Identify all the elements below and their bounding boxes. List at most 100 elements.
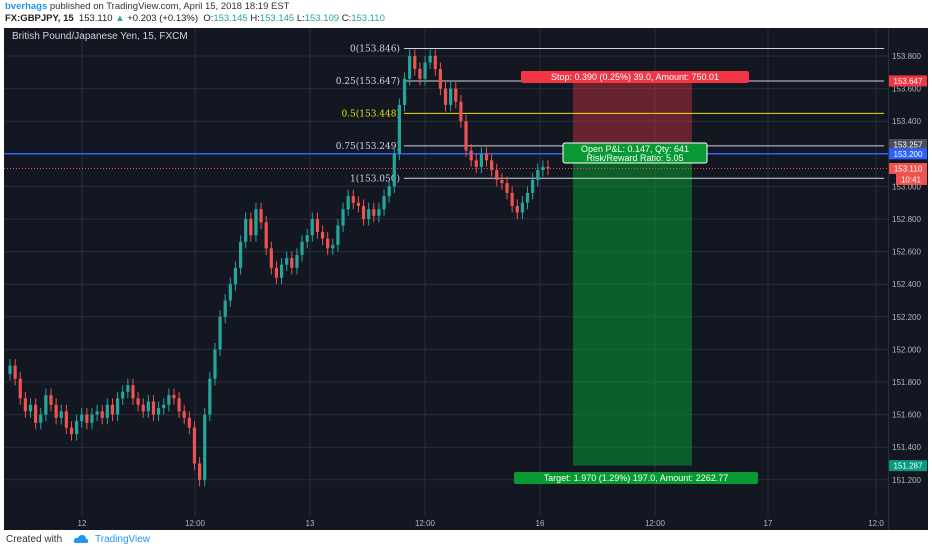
close-label: C:	[341, 13, 352, 24]
candle-body	[136, 398, 140, 405]
publish-line: bverhags published on TradingView.com, A…	[5, 1, 289, 12]
candle-body	[464, 121, 468, 151]
price-badge: 153.257	[894, 141, 923, 150]
footer: Created with TradingView	[0, 530, 932, 550]
candle-body	[433, 56, 437, 70]
candle-body	[459, 101, 463, 122]
candle-body	[505, 183, 509, 193]
candle-body	[428, 56, 432, 63]
candle-body	[392, 153, 396, 187]
candle-body	[28, 404, 33, 412]
candle-body	[208, 378, 212, 415]
x-tick-label: 12:00	[185, 519, 206, 528]
candle-body	[479, 153, 483, 167]
candle-body	[285, 258, 289, 265]
candle-body	[116, 398, 120, 415]
change: +0.203 (+0.13%)	[127, 13, 199, 24]
x-tick-label: 17	[764, 519, 773, 528]
candle-body	[110, 404, 115, 415]
low-value: 153.109	[304, 13, 340, 24]
chart-title: British Pound/Japanese Yen, 15, FXCM	[12, 31, 188, 42]
price-badge-bg	[889, 162, 927, 174]
y-tick-label: 152.200	[892, 313, 921, 322]
ohlc-line: FX:GBPJPY, 15 153.110 ▲ +0.203 (+0.13%) …	[5, 13, 385, 24]
tradingview-logo-icon	[73, 535, 89, 543]
candle-body	[59, 411, 63, 418]
candle-body	[331, 245, 335, 249]
candle-body	[438, 69, 442, 89]
candle-body	[336, 225, 340, 246]
up-arrow-icon: ▲	[115, 13, 125, 24]
author-link[interactable]: bverhags	[5, 1, 48, 12]
created-with: Created with	[6, 534, 63, 545]
header: bverhags published on TradingView.com, A…	[0, 0, 932, 26]
candle-body	[351, 196, 355, 203]
high-value: 153.145	[259, 13, 295, 24]
candle-body	[300, 241, 304, 255]
candle-body	[23, 398, 27, 412]
candle-body	[100, 411, 104, 418]
candle-body	[326, 238, 330, 249]
price-axis[interactable]	[888, 28, 928, 530]
candle-body	[121, 391, 125, 399]
x-tick-label: 12:00	[415, 519, 436, 528]
candle-body	[192, 427, 197, 464]
candle-body	[490, 160, 494, 171]
candle-body	[418, 69, 422, 79]
open-label: O:	[203, 13, 214, 24]
candle-body	[75, 421, 79, 435]
y-tick-label: 153.600	[892, 85, 921, 94]
candle-body	[177, 398, 181, 412]
y-tick-label: 153.800	[892, 52, 921, 61]
candle-body	[274, 267, 279, 278]
candle-body	[269, 248, 273, 268]
candle-body	[413, 56, 417, 70]
candle-body	[249, 219, 253, 236]
close-value: 153.110	[351, 13, 385, 24]
candle-body	[290, 258, 294, 268]
candle-body	[44, 395, 48, 415]
candle-body	[13, 365, 17, 379]
last-price: 153.110	[78, 13, 113, 24]
candle-body	[356, 202, 361, 206]
candle-body	[69, 427, 74, 435]
price-badge-bg	[889, 75, 927, 87]
fib-level-label: 0.75(153.249)	[336, 141, 400, 152]
candle-body	[213, 349, 217, 379]
candle-body	[85, 414, 89, 423]
y-tick-label: 151.200	[892, 476, 921, 485]
candle-body	[218, 316, 222, 350]
candle-body	[387, 186, 391, 197]
candle-body	[238, 241, 243, 268]
y-tick-label: 152.600	[892, 248, 921, 257]
y-tick-label: 151.800	[892, 378, 921, 387]
candle-body	[187, 417, 191, 428]
candle-body	[397, 104, 402, 154]
candle-body	[305, 235, 309, 242]
fib-level-label: 1(153.050)	[350, 173, 400, 184]
pnl-box	[562, 142, 708, 164]
x-tick-label: 16	[536, 519, 545, 528]
candle-body	[172, 395, 176, 399]
price-badge-bg	[889, 148, 927, 160]
candle-body	[49, 395, 53, 405]
stop-zone	[573, 80, 692, 145]
candle-body	[341, 209, 345, 226]
candle-body	[182, 411, 186, 418]
candle-body	[259, 209, 263, 223]
candle-body	[167, 395, 171, 405]
time-axis[interactable]	[4, 516, 888, 530]
tradingview-link[interactable]: TradingView	[95, 534, 151, 545]
candle-body	[197, 463, 202, 480]
y-tick-label: 152.000	[892, 345, 921, 354]
candle-body	[408, 56, 412, 79]
candle-body	[126, 385, 130, 392]
x-tick-label: 12	[78, 519, 87, 528]
fib-level-label: 0(153.846)	[350, 44, 400, 55]
candle-body	[34, 404, 38, 423]
candle-body	[64, 411, 68, 428]
candle-body	[443, 88, 448, 105]
x-tick-label: 12:0	[868, 519, 884, 528]
candle-body	[156, 408, 161, 415]
